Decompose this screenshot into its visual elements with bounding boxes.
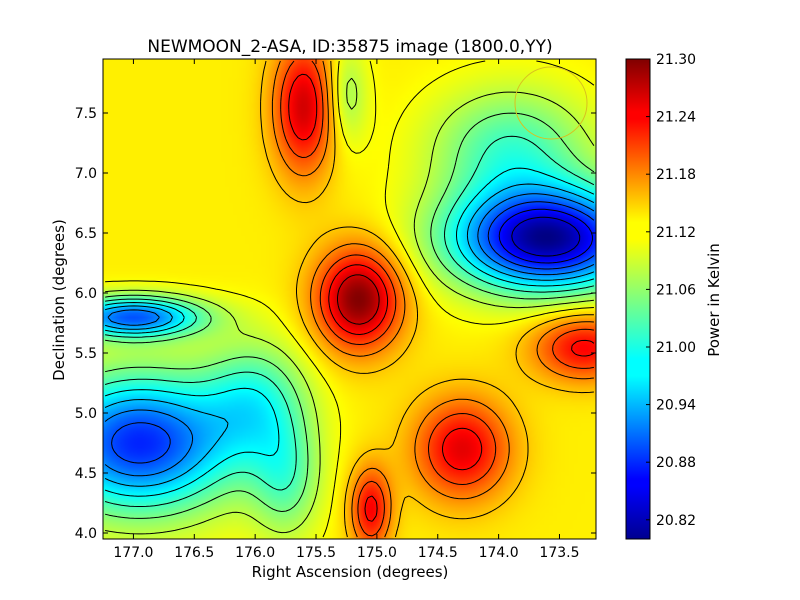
contour-line [511,216,581,257]
colorbar-gradient [625,58,651,540]
contour-line [104,183,595,487]
contour-line [105,60,595,538]
colorbar-tick-label: 20.88 [656,455,696,471]
y-axis: 4.0 4.5 5.0 5.5 6.0 6.5 7.0 7.5 [75,106,596,542]
y-axis-label: Declination (degrees) [50,219,68,381]
contour-line [337,274,380,325]
y-tick-label: 4.5 [75,466,97,482]
contour-line [104,193,595,477]
x-tick-label: 175.0 [357,545,397,561]
x-axis: 177.0 176.5 176.0 175.5 175.0 174.5 174.0 173.5 [113,59,580,561]
colorbar-tick-label: 20.94 [656,398,696,414]
colorbar-label: Power in Kelvin [705,243,723,357]
contour-line [105,77,595,535]
y-tick-label: 5.5 [75,346,97,362]
y-tick-label: 4.0 [75,526,97,542]
beam-circle [514,66,588,140]
colorbar-tick-label: 21.18 [656,167,696,183]
plot-frame [102,58,597,540]
colorbar-tick-label: 21.24 [656,110,696,126]
x-tick-label: 174.5 [418,545,458,561]
colorbar-tick-label: 21.12 [656,225,696,241]
chart-title: NEWMOON_2-ASA, ID:35875 image (1800.0,YY… [147,37,552,57]
x-tick-label: 176.5 [174,545,214,561]
contour-line [288,73,595,522]
x-tick-label: 177.0 [113,545,153,561]
contour-line [104,135,595,507]
x-tick-label: 176.0 [235,545,275,561]
colorbar: 20.82 20.88 20.94 21.00 21.06 21.12 21.18 21.24… [625,52,696,540]
colorbar-tick-label: 21.00 [656,340,696,356]
y-tick-label: 6.5 [75,226,97,242]
contour-line [498,208,593,264]
contour-line [104,167,595,497]
colorbar-tick-label: 21.06 [656,282,696,298]
contour-line [104,112,595,519]
x-tick-label: 173.5 [539,545,579,561]
contour-line [280,60,594,537]
contour-line [271,60,594,538]
x-axis-label: Right Ascension (degrees) [252,563,449,581]
y-tick-label: 5.0 [75,406,97,422]
y-tick-label: 7.0 [75,166,97,182]
x-tick-label: 174.0 [479,545,519,561]
y-tick-label: 6.0 [75,286,97,302]
heatmap-image [103,59,596,539]
colorbar-ticks: 20.82 20.88 20.94 21.00 21.06 21.12 21.18 21.24… [646,52,696,529]
contour-line [111,201,595,464]
contour-line [260,60,594,538]
plot-area: 177.0 176.5 176.0 175.5 175.0 174.5 174.0 173.5… [75,58,597,561]
y-tick-label: 7.5 [75,106,97,122]
contour-lines [104,60,595,538]
colorbar-tick-label: 21.30 [656,52,696,68]
x-tick-label: 175.5 [296,545,336,561]
colorbar-tick-label: 20.82 [656,513,696,529]
